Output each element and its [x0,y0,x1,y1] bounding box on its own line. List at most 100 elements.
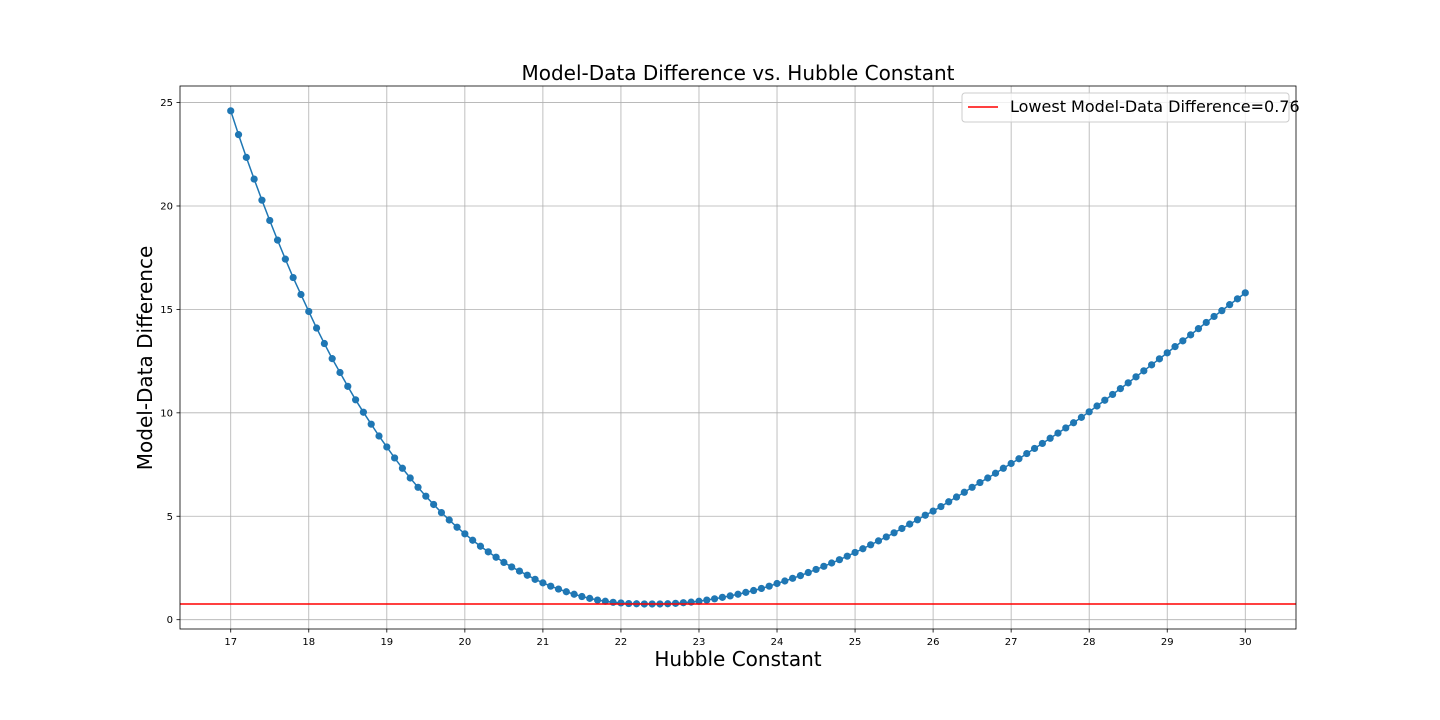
data-point [906,520,914,528]
data-point [726,592,734,600]
data-point [867,541,875,549]
data-point [804,568,812,577]
data-point [414,483,422,491]
x-tick-label: 17 [224,637,237,648]
data-point [851,548,859,557]
data-point [859,545,867,553]
data-point [1077,413,1085,421]
data-point [960,488,968,496]
data-point [843,552,851,560]
data-point [593,596,602,604]
y-tick-label: 0 [167,615,173,626]
data-point [1046,434,1054,442]
data-point [999,464,1007,472]
x-tick-label: 18 [302,637,315,648]
x-tick-label: 28 [1083,637,1096,648]
data-point [773,579,781,588]
data-point [305,307,313,316]
data-point [609,598,617,606]
data-point [398,464,407,472]
data-point [266,216,274,225]
data-point [586,594,594,602]
data-point [750,586,758,595]
data-point [554,585,563,593]
data-point [523,571,531,579]
data-point [273,236,282,244]
data-point [250,175,258,183]
data-point [351,396,360,404]
data-point [695,597,703,605]
data-point [1194,325,1203,333]
y-axis-label: Model-Data Difference [133,246,157,470]
data-point [945,498,953,506]
data-point [1101,396,1109,404]
data-point [476,542,485,550]
data-point [1062,424,1070,432]
y-tick-label: 20 [160,201,173,212]
x-tick-label: 27 [1005,637,1018,648]
data-point [890,529,898,537]
data-point [703,596,711,604]
x-axis-label: Hubble Constant [654,647,821,671]
data-point [234,131,243,139]
data-point [492,553,500,561]
x-tick-label: 26 [927,637,940,648]
data-point [1015,455,1023,463]
plot-frame [179,85,1297,630]
legend-label: Lowest Model-Data Difference=0.76 [1010,97,1300,116]
data-point [913,516,922,524]
data-point [281,255,289,263]
data-point [500,558,508,566]
data-point [1124,379,1132,387]
data-point [578,592,586,601]
data-point [1132,373,1140,381]
data-point [1218,307,1226,315]
data-point [359,408,367,416]
data-point [718,593,726,601]
data-point [1163,349,1171,357]
data-point [1202,318,1210,327]
x-tick-label: 30 [1239,637,1252,648]
data-point [1155,355,1164,363]
x-tick-label: 23 [693,637,706,648]
legend: Lowest Model-Data Difference=0.76 [961,92,1300,123]
data-point [422,492,430,500]
data-point [406,474,414,482]
data-point [297,290,305,299]
chart-title: Model-Data Difference vs. Hubble Constan… [521,61,954,85]
y-tick-label: 10 [160,408,173,419]
data-point [991,469,1000,477]
data-point [336,368,344,377]
data-point [1109,390,1117,399]
data-point [484,548,492,556]
data-point [453,523,461,531]
data-point [984,474,992,482]
data-point [570,590,578,598]
data-point [757,584,766,593]
x-tick-label: 21 [537,637,550,648]
x-tick-label: 25 [849,637,862,648]
data-point [383,443,391,451]
data-point [375,432,383,440]
data-point [812,565,820,574]
data-point [968,483,976,491]
data-point [1148,361,1156,369]
x-tick-label: 22 [615,637,628,648]
data-point [679,599,687,607]
data-point [1023,449,1031,458]
data-point [242,153,250,161]
data-point [1116,385,1125,393]
x-axis-ticks: 17 18 19 20 21 22 23 24 25 26 27 28 29 30 [224,629,1252,648]
data-point [765,582,773,590]
data-point [1085,408,1093,416]
data-point [508,563,516,571]
x-tick-label: 24 [771,637,784,648]
data-point [320,339,328,348]
data-point [515,567,524,575]
data-point [937,502,945,511]
data-point [781,577,789,585]
data-point [929,507,937,515]
data-point [437,508,446,517]
x-tick-label: 29 [1161,637,1174,648]
